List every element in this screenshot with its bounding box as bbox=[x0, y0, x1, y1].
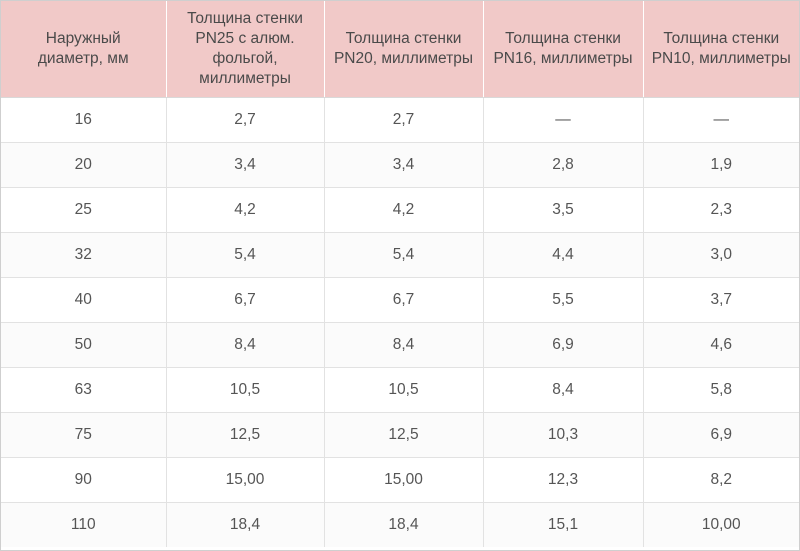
cell-pn25-thickness: 12,5 bbox=[166, 412, 325, 458]
cell-pn10-thickness: 3,7 bbox=[643, 277, 799, 323]
cell-pn20-thickness: 18,4 bbox=[324, 502, 484, 547]
cell-outer-diameter: 40 bbox=[1, 277, 167, 323]
cell-pn25-thickness: 10,5 bbox=[166, 367, 325, 413]
header-pn25-thickness: Толщина стенки PN25 с алюм. фольгой, мил… bbox=[166, 1, 325, 98]
cell-pn16-thickness: 10,3 bbox=[483, 412, 644, 458]
header-row: Наружный диаметр, мм Толщина стенки PN25… bbox=[1, 1, 799, 98]
cell-outer-diameter: 63 bbox=[1, 367, 167, 413]
cell-pn20-thickness: 5,4 bbox=[324, 232, 484, 278]
table-row: 32 5,4 5,4 4,4 3,0 bbox=[1, 232, 799, 278]
cell-pn25-thickness: 4,2 bbox=[166, 187, 325, 233]
cell-pn16-thickness: 8,4 bbox=[483, 367, 644, 413]
cell-pn10-thickness: — bbox=[643, 97, 799, 143]
cell-pn16-thickness: 2,8 bbox=[483, 142, 644, 188]
cell-pn10-thickness: 6,9 bbox=[643, 412, 799, 458]
cell-pn10-thickness: 8,2 bbox=[643, 457, 799, 503]
cell-outer-diameter: 25 bbox=[1, 187, 167, 233]
table-row: 25 4,2 4,2 3,5 2,3 bbox=[1, 187, 799, 233]
cell-pn20-thickness: 15,00 bbox=[324, 457, 484, 503]
table-header: Наружный диаметр, мм Толщина стенки PN25… bbox=[1, 1, 799, 98]
cell-outer-diameter: 16 bbox=[1, 97, 167, 143]
cell-pn10-thickness: 10,00 bbox=[643, 502, 799, 547]
cell-outer-diameter: 32 bbox=[1, 232, 167, 278]
table-row: 40 6,7 6,7 5,5 3,7 bbox=[1, 277, 799, 323]
cell-pn20-thickness: 3,4 bbox=[324, 142, 484, 188]
cell-pn25-thickness: 8,4 bbox=[166, 322, 325, 368]
cell-pn10-thickness: 4,6 bbox=[643, 322, 799, 368]
cell-outer-diameter: 50 bbox=[1, 322, 167, 368]
cell-pn25-thickness: 18,4 bbox=[166, 502, 325, 547]
cell-pn20-thickness: 2,7 bbox=[324, 97, 484, 143]
table-row: 75 12,5 12,5 10,3 6,9 bbox=[1, 412, 799, 458]
table-row: 50 8,4 8,4 6,9 4,6 bbox=[1, 322, 799, 368]
table-body: 16 2,7 2,7— —20 3,4 3,4 2,8 1,9 25 4,2 4,2 3,5 2,3 32… bbox=[1, 97, 799, 547]
cell-pn16-thickness: 3,5 bbox=[483, 187, 644, 233]
cell-pn16-thickness: 6,9 bbox=[483, 322, 644, 368]
cell-pn16-thickness: 15,1 bbox=[483, 502, 644, 547]
table-row: 90 15,00 15,00 12,3 8,2 bbox=[1, 457, 799, 503]
cell-pn20-thickness: 12,5 bbox=[324, 412, 484, 458]
table-row: 20 3,4 3,4 2,8 1,9 bbox=[1, 142, 799, 188]
cell-pn20-thickness: 6,7 bbox=[324, 277, 484, 323]
cell-pn20-thickness: 4,2 bbox=[324, 187, 484, 233]
cell-outer-diameter: 75 bbox=[1, 412, 167, 458]
header-pn20-thickness: Толщина стенки PN20, миллиметры bbox=[324, 1, 484, 98]
cell-pn25-thickness: 3,4 bbox=[166, 142, 325, 188]
cell-outer-diameter: 20 bbox=[1, 142, 167, 188]
cell-pn20-thickness: 10,5 bbox=[324, 367, 484, 413]
cell-pn10-thickness: 3,0 bbox=[643, 232, 799, 278]
cell-outer-diameter: 90 bbox=[1, 457, 167, 503]
cell-outer-diameter: 110 bbox=[1, 502, 167, 547]
cell-pn25-thickness: 6,7 bbox=[166, 277, 325, 323]
cell-pn10-thickness: 2,3 bbox=[643, 187, 799, 233]
table-row: 110 18,4 18,4 15,1 10,00 bbox=[1, 502, 799, 547]
table-row: 16 2,7 2,7— — bbox=[1, 97, 799, 143]
header-pn16-thickness: Толщина стенки PN16, миллиметры bbox=[483, 1, 644, 98]
cell-pn10-thickness: 5,8 bbox=[643, 367, 799, 413]
cell-pn10-thickness: 1,9 bbox=[643, 142, 799, 188]
header-pn10-thickness: Толщина стенки PN10, миллиметры bbox=[643, 1, 799, 98]
cell-pn20-thickness: 8,4 bbox=[324, 322, 484, 368]
cell-pn25-thickness: 5,4 bbox=[166, 232, 325, 278]
cell-pn25-thickness: 15,00 bbox=[166, 457, 325, 503]
cell-pn16-thickness: 5,5 bbox=[483, 277, 644, 323]
cell-pn25-thickness: 2,7 bbox=[166, 97, 325, 143]
cell-pn16-thickness: 4,4 bbox=[483, 232, 644, 278]
header-outer-diameter: Наружный диаметр, мм bbox=[1, 1, 167, 98]
table-row: 63 10,5 10,5 8,4 5,8 bbox=[1, 367, 799, 413]
cell-pn16-thickness: 12,3 bbox=[483, 457, 644, 503]
cell-pn16-thickness: — bbox=[483, 97, 644, 143]
